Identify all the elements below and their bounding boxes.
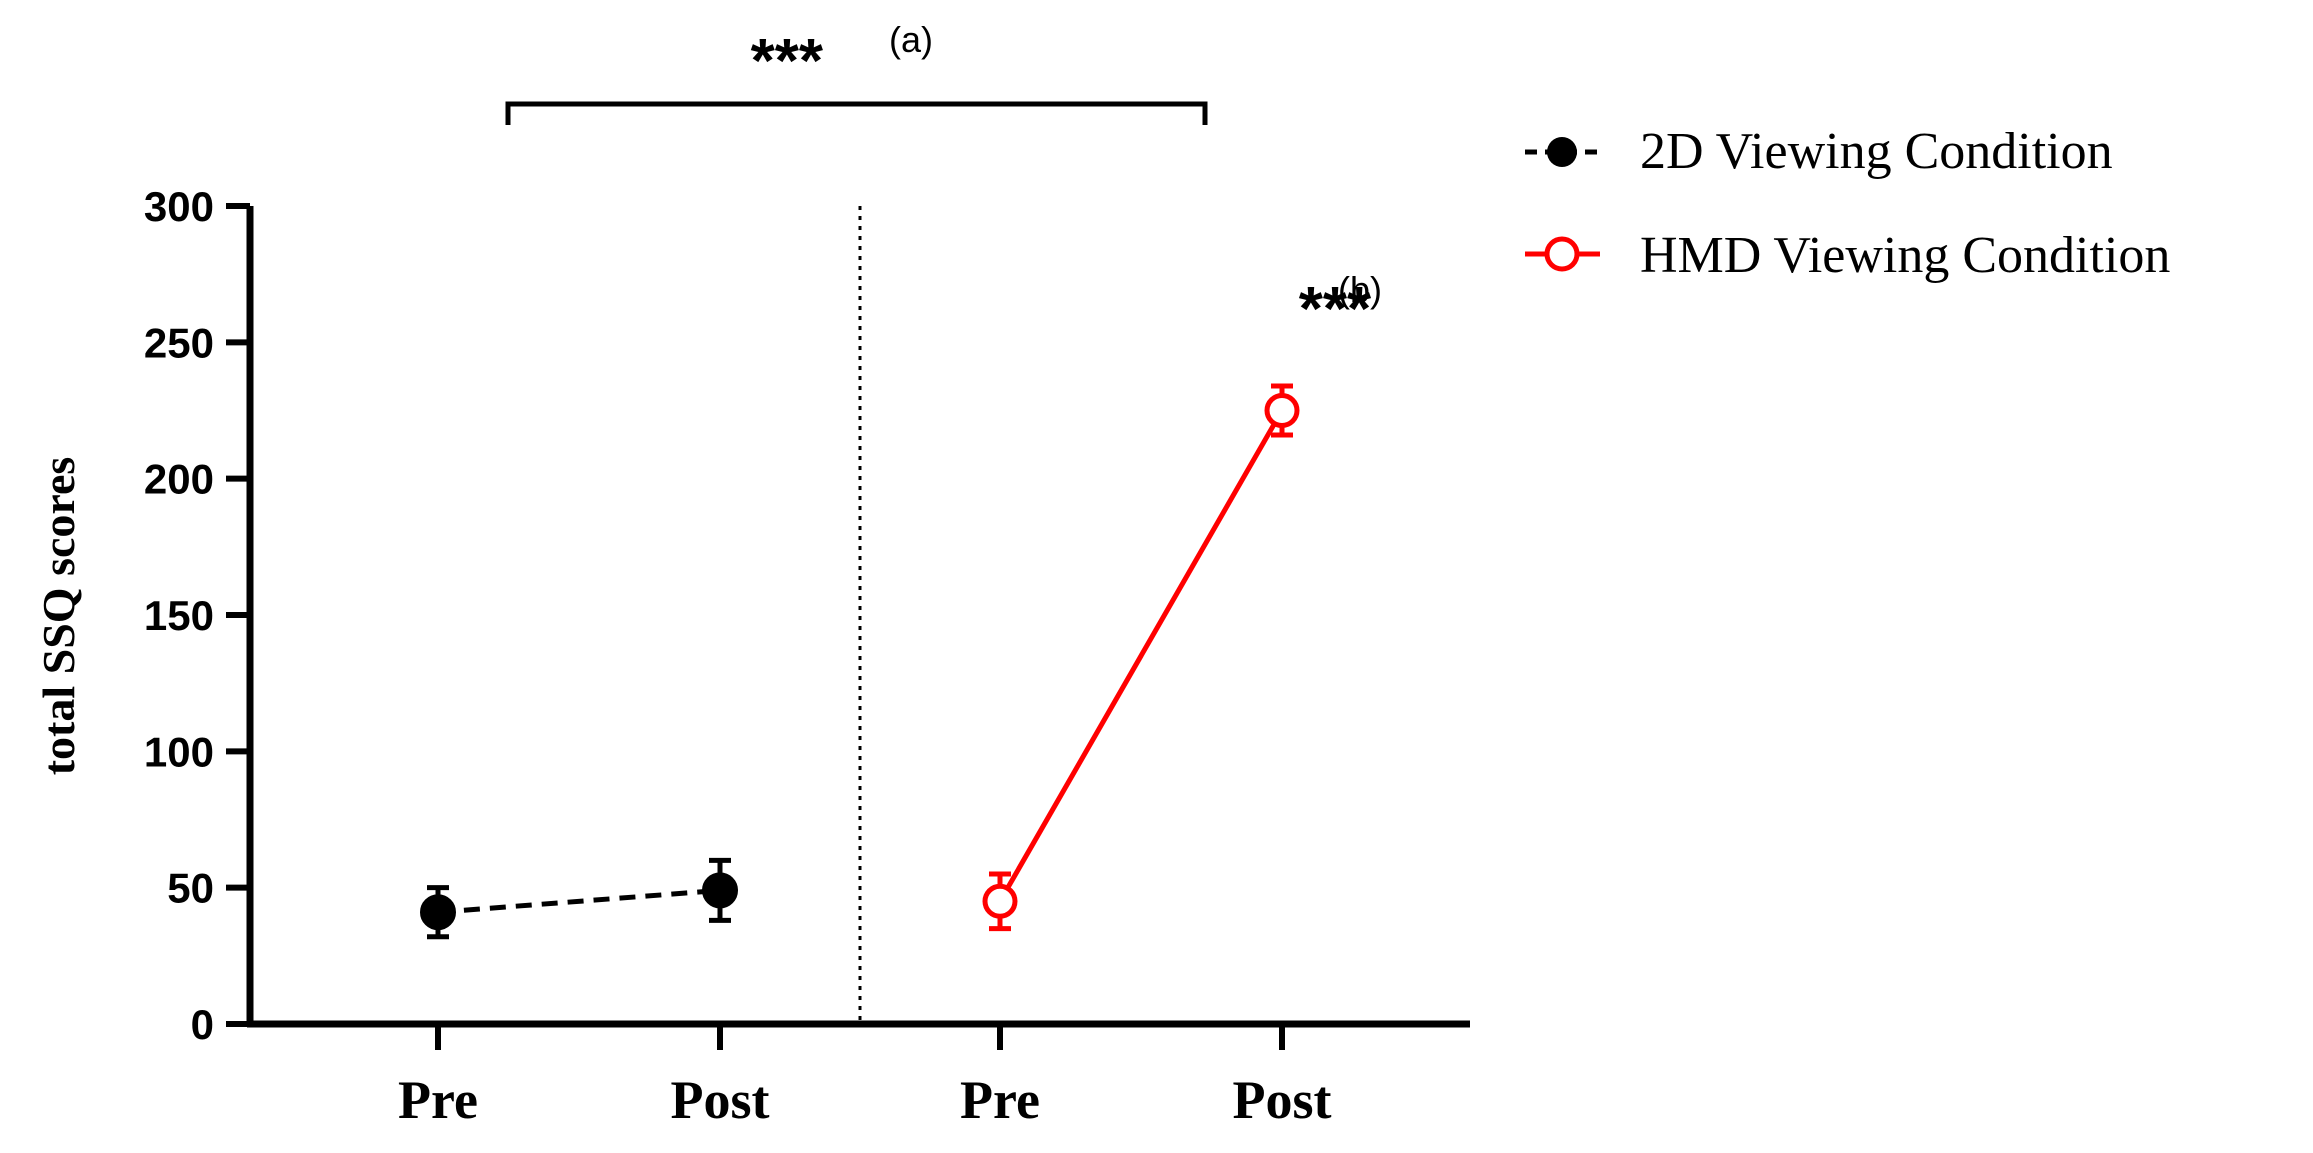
x-tick-label: Pre (398, 1070, 478, 1130)
x-tick-label: Post (1233, 1070, 1332, 1130)
x-ticks: Pre Post Pre Post (398, 1024, 1332, 1130)
significance-b-superscript: (b) (1338, 269, 1382, 310)
y-tick-label: 0 (191, 1001, 214, 1048)
series-layer (420, 383, 1300, 940)
data-point (420, 894, 456, 931)
y-tick-label: 200 (144, 456, 214, 503)
x-tick-label: Post (671, 1070, 770, 1130)
significance-bracket (505, 101, 1208, 125)
legend-hmd-marker (1544, 236, 1580, 272)
legend-item-hmd: HMD Viewing Condition (1525, 227, 2170, 284)
y-ticks: 0 50 100 150 200 250 300 (144, 183, 250, 1048)
y-tick-label: 250 (144, 319, 214, 366)
y-tick-label: 50 (167, 865, 214, 912)
series-line (437, 887, 721, 915)
data-point (1264, 393, 1300, 428)
legend-2d-marker (1547, 137, 1577, 167)
significance-a-superscript: (a) (889, 19, 933, 60)
legend-2d-label: 2D Viewing Condition (1640, 123, 2113, 180)
legend: 2D Viewing Condition HMD Viewing Conditi… (1525, 123, 2170, 284)
y-axis-label: total SSQ scores (33, 457, 84, 776)
y-tick-label: 300 (144, 183, 214, 230)
legend-hmd-label: HMD Viewing Condition (1640, 227, 2170, 284)
y-tick-label: 150 (144, 592, 214, 639)
x-tick-label: Pre (960, 1070, 1040, 1130)
legend-item-2d: 2D Viewing Condition (1525, 123, 2113, 180)
y-tick-label: 100 (144, 728, 214, 775)
series-line (997, 409, 1285, 903)
significance-a-stars: *** (751, 27, 824, 96)
data-point (702, 872, 738, 909)
data-point (982, 883, 1018, 919)
significance-b-stars: *** (1299, 275, 1372, 344)
